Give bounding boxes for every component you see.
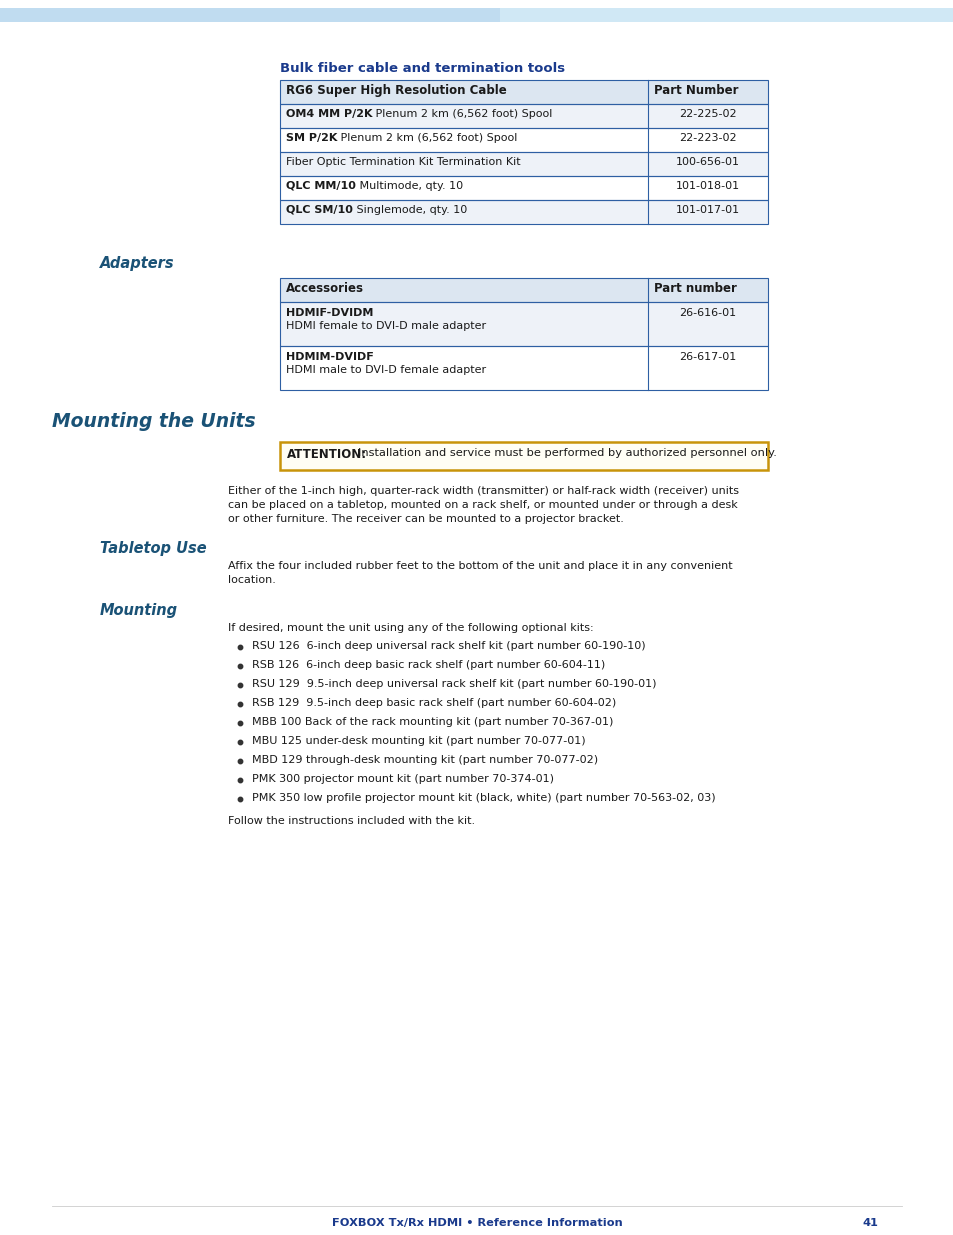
Text: PMK 300 projector mount kit (part number 70-374-01): PMK 300 projector mount kit (part number…	[252, 774, 554, 784]
Text: QLC SM/10: QLC SM/10	[286, 205, 353, 215]
Text: SM P/2K: SM P/2K	[286, 133, 337, 143]
Text: Either of the 1-inch high, quarter-rack width (transmitter) or half-rack width (: Either of the 1-inch high, quarter-rack …	[228, 487, 739, 524]
Bar	[280, 346, 767, 390]
Text: RG6 Super High Resolution Cable: RG6 Super High Resolution Cable	[286, 84, 506, 98]
Text: Follow the instructions included with the kit.: Follow the instructions included with th…	[228, 816, 475, 826]
Text: Adapters: Adapters	[100, 256, 174, 270]
Text: FOXBOX Tx/Rx HDMI • Reference Information: FOXBOX Tx/Rx HDMI • Reference Informatio…	[332, 1218, 621, 1228]
Text: 100-656-01: 100-656-01	[676, 157, 740, 167]
Text: 22-223-02: 22-223-02	[679, 133, 736, 143]
Text: Part Number: Part Number	[654, 84, 738, 98]
Text: If desired, mount the unit using any of the following optional kits:: If desired, mount the unit using any of …	[228, 622, 593, 634]
Text: Affix the four included rubber feet to the bottom of the unit and place it in an: Affix the four included rubber feet to t…	[228, 561, 732, 585]
Text: Plenum 2 km (6,562 foot) Spool: Plenum 2 km (6,562 foot) Spool	[372, 109, 553, 119]
Bar	[280, 442, 767, 471]
Bar	[280, 278, 767, 303]
Text: Fiber Optic Termination Kit Termination Kit: Fiber Optic Termination Kit Termination …	[286, 157, 520, 167]
Text: QLC MM/10: QLC MM/10	[286, 182, 355, 191]
Text: Singlemode, qty. 10: Singlemode, qty. 10	[353, 205, 467, 215]
Text: Installation and service must be performed by authorized personnel only.: Installation and service must be perform…	[357, 448, 776, 458]
Bar	[280, 177, 767, 200]
Bar	[0, 7, 499, 22]
Bar	[280, 80, 767, 104]
Text: RSB 126  6-inch deep basic rack shelf (part number 60-604-11): RSB 126 6-inch deep basic rack shelf (pa…	[252, 659, 604, 671]
Bar	[280, 200, 767, 224]
Bar	[280, 346, 767, 390]
Text: 26-617-01: 26-617-01	[679, 352, 736, 362]
Bar	[280, 152, 767, 177]
Text: PMK 350 low profile projector mount kit (black, white) (part number 70-563-02, 0: PMK 350 low profile projector mount kit …	[252, 793, 715, 803]
Text: RSB 129  9.5-inch deep basic rack shelf (part number 60-604-02): RSB 129 9.5-inch deep basic rack shelf (…	[252, 698, 616, 708]
Bar	[280, 104, 767, 128]
Bar	[280, 442, 767, 471]
Text: Mounting: Mounting	[100, 603, 178, 618]
Text: RSU 126  6-inch deep universal rack shelf kit (part number 60-190-10): RSU 126 6-inch deep universal rack shelf…	[252, 641, 645, 651]
Bar	[280, 200, 767, 224]
Text: 22-225-02: 22-225-02	[679, 109, 736, 119]
Text: ATTENTION:: ATTENTION:	[287, 448, 367, 461]
Text: OM4 MM P/2K: OM4 MM P/2K	[286, 109, 372, 119]
Bar	[280, 104, 767, 128]
Text: 101-017-01: 101-017-01	[676, 205, 740, 215]
Text: HDMI female to DVI-D male adapter: HDMI female to DVI-D male adapter	[286, 321, 486, 331]
Text: HDMI male to DVI-D female adapter: HDMI male to DVI-D female adapter	[286, 366, 486, 375]
Text: MBU 125 under-desk mounting kit (part number 70-077-01): MBU 125 under-desk mounting kit (part nu…	[252, 736, 585, 746]
Text: Accessories: Accessories	[286, 282, 364, 295]
Bar	[280, 152, 767, 177]
Bar	[280, 128, 767, 152]
Bar	[280, 80, 767, 104]
Bar	[280, 128, 767, 152]
Text: Tabletop Use: Tabletop Use	[100, 541, 207, 556]
Text: 41: 41	[862, 1218, 877, 1228]
Text: Multimode, qty. 10: Multimode, qty. 10	[355, 182, 462, 191]
Bar	[0, 7, 953, 22]
Text: Part number: Part number	[654, 282, 736, 295]
Text: 26-616-01: 26-616-01	[679, 308, 736, 317]
Text: HDMIM-DVIDF: HDMIM-DVIDF	[286, 352, 374, 362]
Bar	[280, 278, 767, 303]
Text: Mounting the Units: Mounting the Units	[52, 412, 255, 431]
Bar	[280, 177, 767, 200]
Bar	[280, 303, 767, 346]
Text: Bulk fiber cable and termination tools: Bulk fiber cable and termination tools	[280, 62, 564, 75]
Text: RSU 129  9.5-inch deep universal rack shelf kit (part number 60-190-01): RSU 129 9.5-inch deep universal rack she…	[252, 679, 656, 689]
Text: MBD 129 through-desk mounting kit (part number 70-077-02): MBD 129 through-desk mounting kit (part …	[252, 755, 598, 764]
Text: 101-018-01: 101-018-01	[676, 182, 740, 191]
Text: HDMIF-DVIDM: HDMIF-DVIDM	[286, 308, 373, 317]
Text: MBB 100 Back of the rack mounting kit (part number 70-367-01): MBB 100 Back of the rack mounting kit (p…	[252, 718, 613, 727]
Text: Plenum 2 km (6,562 foot) Spool: Plenum 2 km (6,562 foot) Spool	[337, 133, 517, 143]
Bar	[280, 303, 767, 346]
